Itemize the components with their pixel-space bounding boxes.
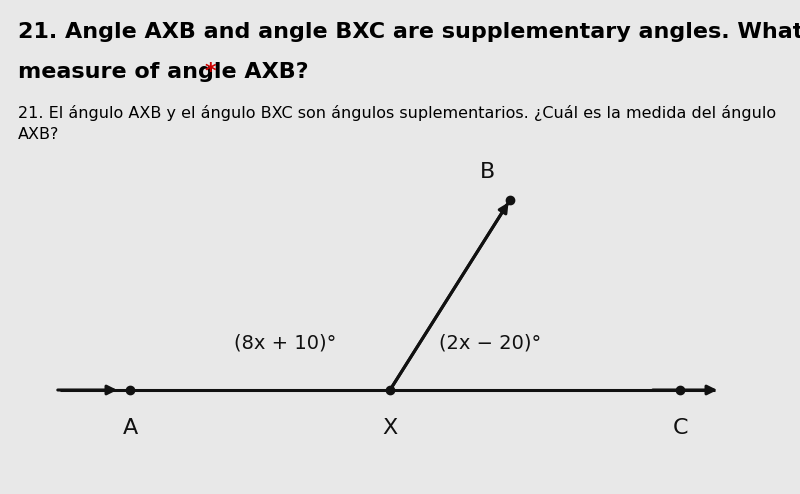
Text: X: X xyxy=(382,418,398,438)
Text: 21. Angle AXB and angle BXC are supplementary angles. What is the: 21. Angle AXB and angle BXC are suppleme… xyxy=(18,22,800,42)
Text: *: * xyxy=(205,62,217,82)
Text: 21. El ángulo AXB y el ángulo BXC son ángulos suplementarios. ¿Cuál es la medida: 21. El ángulo AXB y el ángulo BXC son án… xyxy=(18,105,776,142)
Text: (2x − 20)°: (2x − 20)° xyxy=(439,333,541,352)
Text: B: B xyxy=(480,162,496,182)
Text: A: A xyxy=(122,418,138,438)
Text: C: C xyxy=(672,418,688,438)
Text: measure of angle AXB?: measure of angle AXB? xyxy=(18,62,316,82)
Text: (8x + 10)°: (8x + 10)° xyxy=(234,333,336,352)
